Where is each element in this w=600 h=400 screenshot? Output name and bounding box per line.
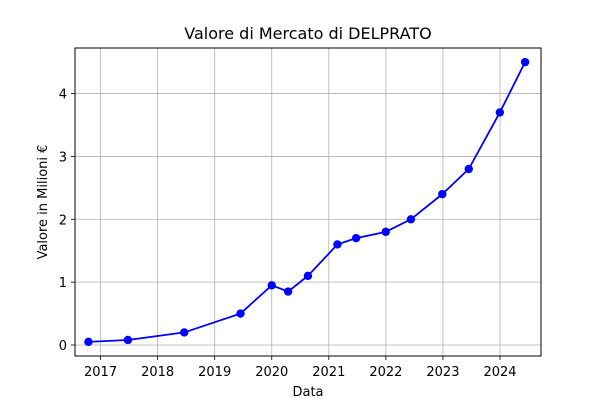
x-axis-label: Data (292, 385, 323, 400)
y-tick-label: 0 (59, 339, 67, 354)
data-point (520, 57, 530, 67)
data-point (333, 240, 342, 249)
y-axis-label: Valore in Milioni € (36, 145, 51, 260)
plot-frame (74, 47, 542, 357)
y-tick-label: 1 (59, 276, 67, 291)
x-tick-label: 2020 (255, 365, 288, 380)
data-point (236, 309, 245, 318)
x-axis-ticks: 2017 2018 2019 2020 2021 2022 2023 2024 (84, 356, 517, 380)
data-point (381, 227, 390, 237)
data-point (406, 215, 416, 224)
data-point (283, 287, 293, 296)
y-tick-label: 4 (59, 88, 67, 103)
x-tick-label: 2021 (312, 365, 345, 380)
data-point (303, 271, 313, 281)
y-tick-label: 3 (59, 150, 67, 165)
grid-layer (75, 48, 541, 356)
data-point (464, 164, 473, 174)
chart-title: Valore di Mercato di DELPRATO (184, 24, 431, 43)
data-point (267, 281, 276, 290)
y-tick-label: 2 (59, 213, 67, 228)
series-line (88, 61, 526, 343)
series-layer (84, 57, 530, 347)
data-point (438, 189, 447, 199)
x-tick-label: 2022 (369, 365, 402, 380)
data-point (84, 337, 93, 347)
data-point (351, 233, 361, 243)
x-tick-label: 2017 (84, 365, 117, 380)
data-point (123, 335, 133, 345)
x-tick-label: 2023 (426, 365, 459, 380)
y-axis-ticks: 0 1 2 3 4 (59, 88, 75, 354)
x-tick-label: 2024 (483, 365, 516, 380)
data-point (495, 108, 505, 117)
x-tick-label: 2018 (141, 365, 174, 380)
x-tick-label: 2019 (198, 365, 231, 380)
data-point (180, 328, 189, 337)
